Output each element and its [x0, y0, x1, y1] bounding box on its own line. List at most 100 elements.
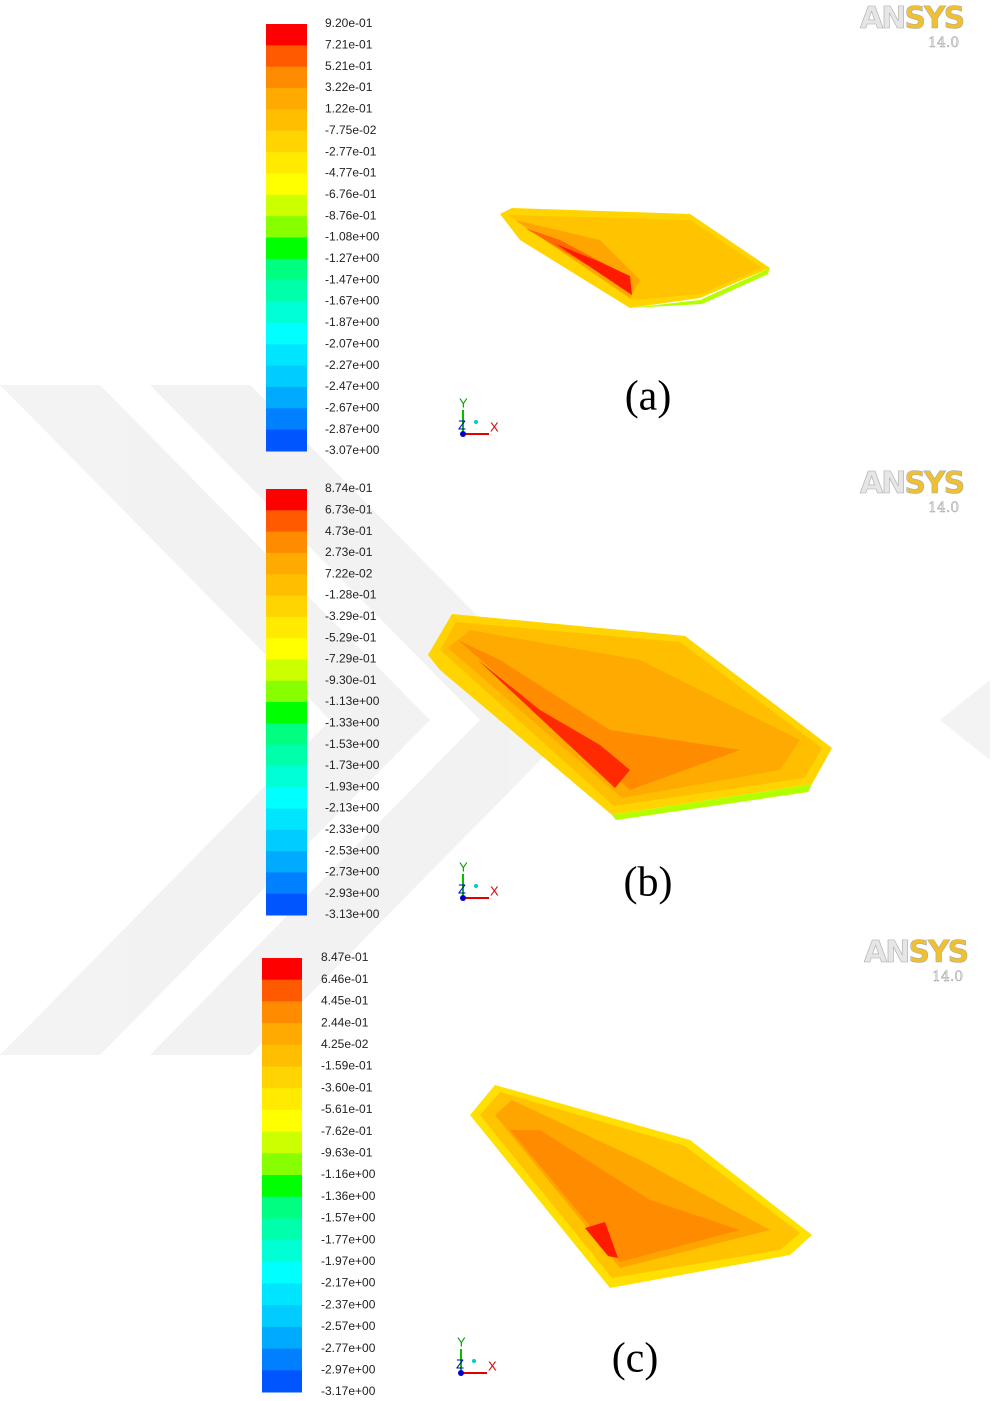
legend-label: -2.13e+00	[325, 801, 380, 815]
legend-label: -1.77e+00	[321, 1232, 376, 1246]
legend-label: 2.44e-01	[321, 1015, 369, 1029]
legend-label: -2.67e+00	[325, 400, 380, 414]
legend-label: -1.67e+00	[325, 294, 380, 308]
legend-band	[266, 216, 307, 238]
legend-label: -2.77e-01	[325, 144, 377, 158]
legend-band	[266, 765, 307, 788]
legend-band	[262, 1023, 302, 1046]
legend-label: -3.29e-01	[325, 609, 377, 623]
legend-band	[266, 24, 307, 46]
legend-band	[266, 872, 307, 895]
legend-band	[262, 1326, 302, 1350]
legend-label: -2.33e+00	[325, 822, 380, 836]
legend-band	[266, 552, 307, 575]
legend-band	[266, 829, 307, 852]
legend-band	[262, 1131, 302, 1154]
legend-band	[266, 194, 307, 217]
legend-band	[266, 301, 307, 324]
legend-label: -1.16e+00	[321, 1167, 376, 1181]
legend-band	[262, 1305, 302, 1328]
axis-z	[460, 895, 466, 901]
legend-label: -2.73e+00	[325, 865, 380, 879]
legend-label: -8.76e-01	[325, 208, 377, 222]
legend-band	[262, 958, 302, 981]
axis-z-label: Z	[456, 1356, 464, 1371]
legend-band	[266, 130, 307, 153]
legend-band	[266, 702, 307, 724]
legend-label: 7.22e-02	[325, 566, 373, 580]
version: 14.0	[928, 35, 959, 51]
legend-band	[266, 574, 307, 596]
legend-label: -1.57e+00	[321, 1211, 376, 1225]
legend-label: 4.25e-02	[321, 1037, 369, 1051]
legend-label: 3.22e-01	[325, 80, 373, 94]
legend-band	[262, 1283, 302, 1306]
axis-dot	[472, 1359, 476, 1363]
legend-band	[262, 1066, 302, 1089]
legend-label: -1.97e+00	[321, 1254, 376, 1268]
legend-band	[266, 173, 307, 196]
axis-z	[460, 431, 466, 437]
legend-label: 8.47e-01	[321, 950, 369, 964]
legend-band	[262, 1348, 302, 1371]
legend-band	[262, 1044, 302, 1067]
legend-label: 2.73e-01	[325, 545, 373, 559]
legend-label: -1.08e+00	[325, 230, 380, 244]
legend-label: -4.77e-01	[325, 166, 377, 180]
legend-band	[262, 1175, 302, 1198]
legend-label: -2.87e+00	[325, 422, 380, 436]
legend-label: -1.53e+00	[325, 737, 380, 751]
legend-band	[262, 1001, 302, 1024]
legend-label: -3.13e+00	[325, 907, 380, 921]
legend-band	[266, 744, 307, 767]
legend-band	[262, 1218, 302, 1241]
legend-label: -3.07e+00	[325, 443, 380, 457]
legend-label: -3.17e+00	[321, 1384, 376, 1398]
legend-label: -2.27e+00	[325, 358, 380, 372]
legend-label: -9.30e-01	[325, 673, 377, 687]
legend-band	[266, 88, 307, 110]
logo: ANSYS	[860, 466, 964, 501]
contour-c	[470, 1085, 812, 1288]
legend-label: -2.53e+00	[325, 843, 380, 857]
legend-band	[262, 1370, 302, 1393]
axis-x-label: X	[488, 1358, 497, 1373]
caption: (c)	[612, 1336, 659, 1382]
legend-label: 8.74e-01	[325, 481, 373, 495]
legend-label: -2.77e+00	[321, 1341, 376, 1355]
legend-label: -7.29e-01	[325, 652, 377, 666]
legend-band	[262, 1109, 302, 1133]
legend-band	[266, 510, 307, 533]
axis-y-label: Y	[457, 1334, 466, 1349]
legend-label: 1.22e-01	[325, 102, 373, 116]
legend-band	[266, 616, 307, 639]
legend-band	[266, 408, 307, 431]
legend-label: 9.20e-01	[325, 16, 373, 30]
legend-label: -3.60e-01	[321, 1080, 373, 1094]
legend-band	[266, 386, 307, 409]
legend-band	[262, 1088, 302, 1111]
version: 14.0	[932, 969, 963, 985]
axis-y-label: Y	[459, 395, 468, 410]
watermark	[0, 385, 990, 1055]
legend-band	[266, 258, 307, 281]
legend-label: -1.33e+00	[325, 715, 380, 729]
legend-band	[266, 280, 307, 303]
legend-label: 4.73e-01	[325, 524, 373, 538]
legend-label: 7.21e-01	[325, 38, 373, 52]
axis-z-label: Z	[458, 417, 466, 432]
version: 14.0	[928, 500, 959, 516]
legend-label: -2.07e+00	[325, 336, 380, 350]
legend-label: -9.63e-01	[321, 1145, 373, 1159]
caption: (b)	[624, 860, 673, 906]
axis-dot	[474, 884, 478, 888]
legend-label: -5.29e-01	[325, 630, 377, 644]
axis-x-label: X	[490, 419, 499, 434]
legend-label: -2.47e+00	[325, 379, 380, 393]
legend-band	[266, 787, 307, 809]
legend-label: 6.73e-01	[325, 502, 373, 516]
legend-label: -2.17e+00	[321, 1276, 376, 1290]
logo: ANSYS	[864, 935, 968, 970]
legend-band	[266, 365, 307, 388]
